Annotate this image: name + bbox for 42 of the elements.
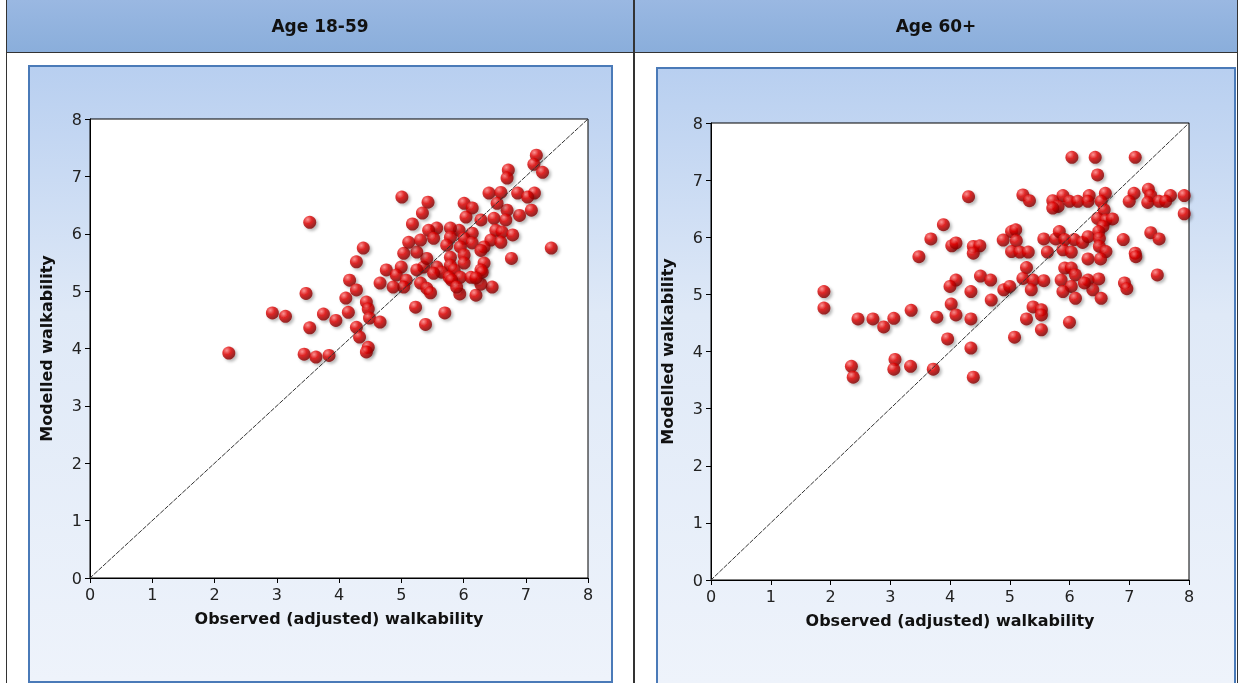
x-axis-title: Observed (adjusted) walkability (194, 608, 485, 628)
x-tick-label: 3 (885, 586, 896, 606)
x-tick-label: 3 (271, 584, 282, 604)
y-tick-label: 5 (692, 284, 703, 304)
y-tick-label: 6 (692, 227, 703, 247)
y-tick-label: 5 (71, 281, 82, 301)
x-tick-label: 7 (1124, 586, 1135, 606)
y-axis-title: Modelled walkability (657, 257, 677, 445)
x-tick-label: 1 (147, 584, 158, 604)
y-tick-label: 3 (71, 396, 82, 416)
y-tick-label: 8 (692, 113, 703, 133)
y-axis-title: Modelled walkability (36, 254, 56, 442)
chart-title: Age 60+ (635, 0, 1237, 53)
y-tick-label: 4 (71, 339, 82, 358)
y-tick-label: 2 (692, 456, 703, 476)
x-tick-label: 0 (705, 586, 717, 606)
x-tick-label: 6 (1064, 586, 1075, 606)
x-tick-label: 2 (825, 586, 836, 606)
x-tick-label: 4 (944, 586, 956, 606)
y-tick-label: 1 (71, 511, 82, 531)
x-tick-label: 7 (520, 584, 531, 604)
x-tick-label: 8 (1183, 586, 1195, 606)
x-tick-label: 6 (458, 584, 469, 604)
y-tick-label: 0 (692, 570, 703, 590)
x-axis-title: Observed (adjusted) walkability (805, 610, 1096, 630)
y-tick-label: 7 (692, 170, 703, 190)
x-tick-label: 0 (84, 584, 96, 604)
x-tick-label: 2 (209, 584, 220, 604)
x-tick-label: 8 (582, 584, 594, 604)
y-tick-label: 1 (692, 513, 703, 533)
y-tick-label: 2 (71, 453, 82, 473)
y-tick-label: 4 (692, 342, 703, 361)
chart-title: Age 18-59 (7, 0, 633, 53)
y-tick-label: 8 (71, 109, 82, 129)
x-tick-label: 5 (396, 584, 407, 604)
y-tick-label: 0 (71, 568, 82, 588)
x-tick-label: 4 (333, 584, 345, 604)
x-tick-label: 1 (765, 586, 776, 606)
y-tick-label: 3 (692, 399, 703, 419)
x-tick-label: 5 (1004, 586, 1015, 606)
y-tick-label: 6 (71, 224, 82, 244)
y-tick-label: 7 (71, 166, 82, 186)
